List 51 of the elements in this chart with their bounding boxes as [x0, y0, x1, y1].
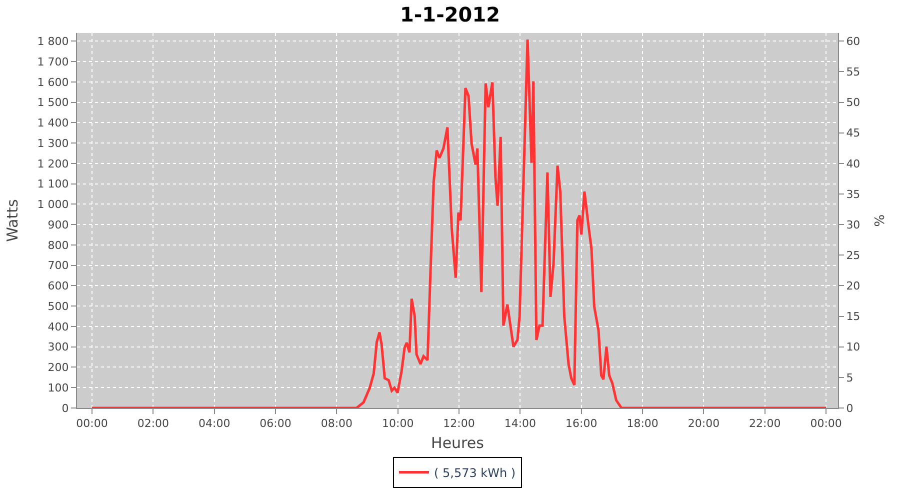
x-tick-label: 00:00: [810, 417, 842, 430]
y-tick-label: 1 700: [37, 55, 69, 68]
x-tick-label: 10:00: [382, 417, 414, 430]
x-tick-label: 18:00: [626, 417, 658, 430]
x-tick-label: 00:00: [76, 417, 108, 430]
y-tick-label: 1 300: [37, 136, 69, 150]
y2-tick-label: 25: [846, 248, 860, 262]
y-tick-label: 400: [48, 320, 69, 334]
y2-axis-title: %: [872, 214, 888, 227]
x-tick-label: 22:00: [749, 417, 781, 430]
y-tick-label: 0: [62, 402, 69, 415]
y-tick-label: 500: [48, 300, 69, 313]
x-axis-title: Heures: [431, 434, 484, 452]
y2-tick-label: 15: [846, 310, 860, 324]
x-tick-label: 06:00: [260, 417, 292, 430]
y2-tick-label: 55: [846, 66, 860, 79]
y2-tick-label: 35: [846, 188, 860, 201]
y-tick-label: 200: [48, 361, 69, 374]
y2-tick-label: 30: [846, 218, 860, 232]
y-tick-label: 300: [48, 340, 69, 354]
y2-tick-label: 45: [846, 126, 860, 140]
y-tick-label: 1 600: [37, 76, 69, 89]
x-tick-label: 16:00: [566, 417, 598, 430]
x-tick-label: 20:00: [688, 417, 720, 430]
x-tick-label: 08:00: [320, 417, 353, 430]
y-tick-label: 700: [48, 259, 69, 272]
y-tick-label: 900: [48, 218, 69, 232]
x-tick-label: 12:00: [443, 417, 475, 430]
y-tick-label: 600: [48, 280, 69, 293]
y-tick-label: 1 200: [37, 157, 69, 170]
y2-tick-label: 20: [846, 280, 860, 293]
y-tick-label: 1 100: [37, 178, 69, 191]
y-tick-label: 1 800: [37, 35, 69, 48]
y-tick-label: 1 500: [37, 96, 69, 110]
y-axis-title: Watts: [4, 199, 22, 242]
y-tick-label: 1 000: [37, 198, 69, 212]
y-tick-label: 1 400: [37, 116, 69, 130]
y-tick-label: 800: [48, 238, 69, 252]
y2-tick-label: 10: [846, 340, 860, 354]
x-tick-label: 14:00: [504, 417, 536, 430]
y-tick-label: 100: [48, 381, 69, 394]
x-tick-label: 02:00: [137, 417, 170, 430]
legend-label: ( 5,573 kWh ): [434, 466, 516, 480]
y2-tick-label: 0: [846, 402, 854, 415]
chart-title: 1-1-2012: [400, 2, 500, 26]
line-series: [90, 38, 828, 408]
y2-tick-label: 5: [846, 371, 854, 384]
y2-tick-label: 40: [846, 157, 860, 170]
y2-tick-label: 60: [846, 34, 860, 48]
x-tick-label: 04:00: [198, 417, 230, 430]
y2-tick-label: 50: [846, 96, 860, 110]
